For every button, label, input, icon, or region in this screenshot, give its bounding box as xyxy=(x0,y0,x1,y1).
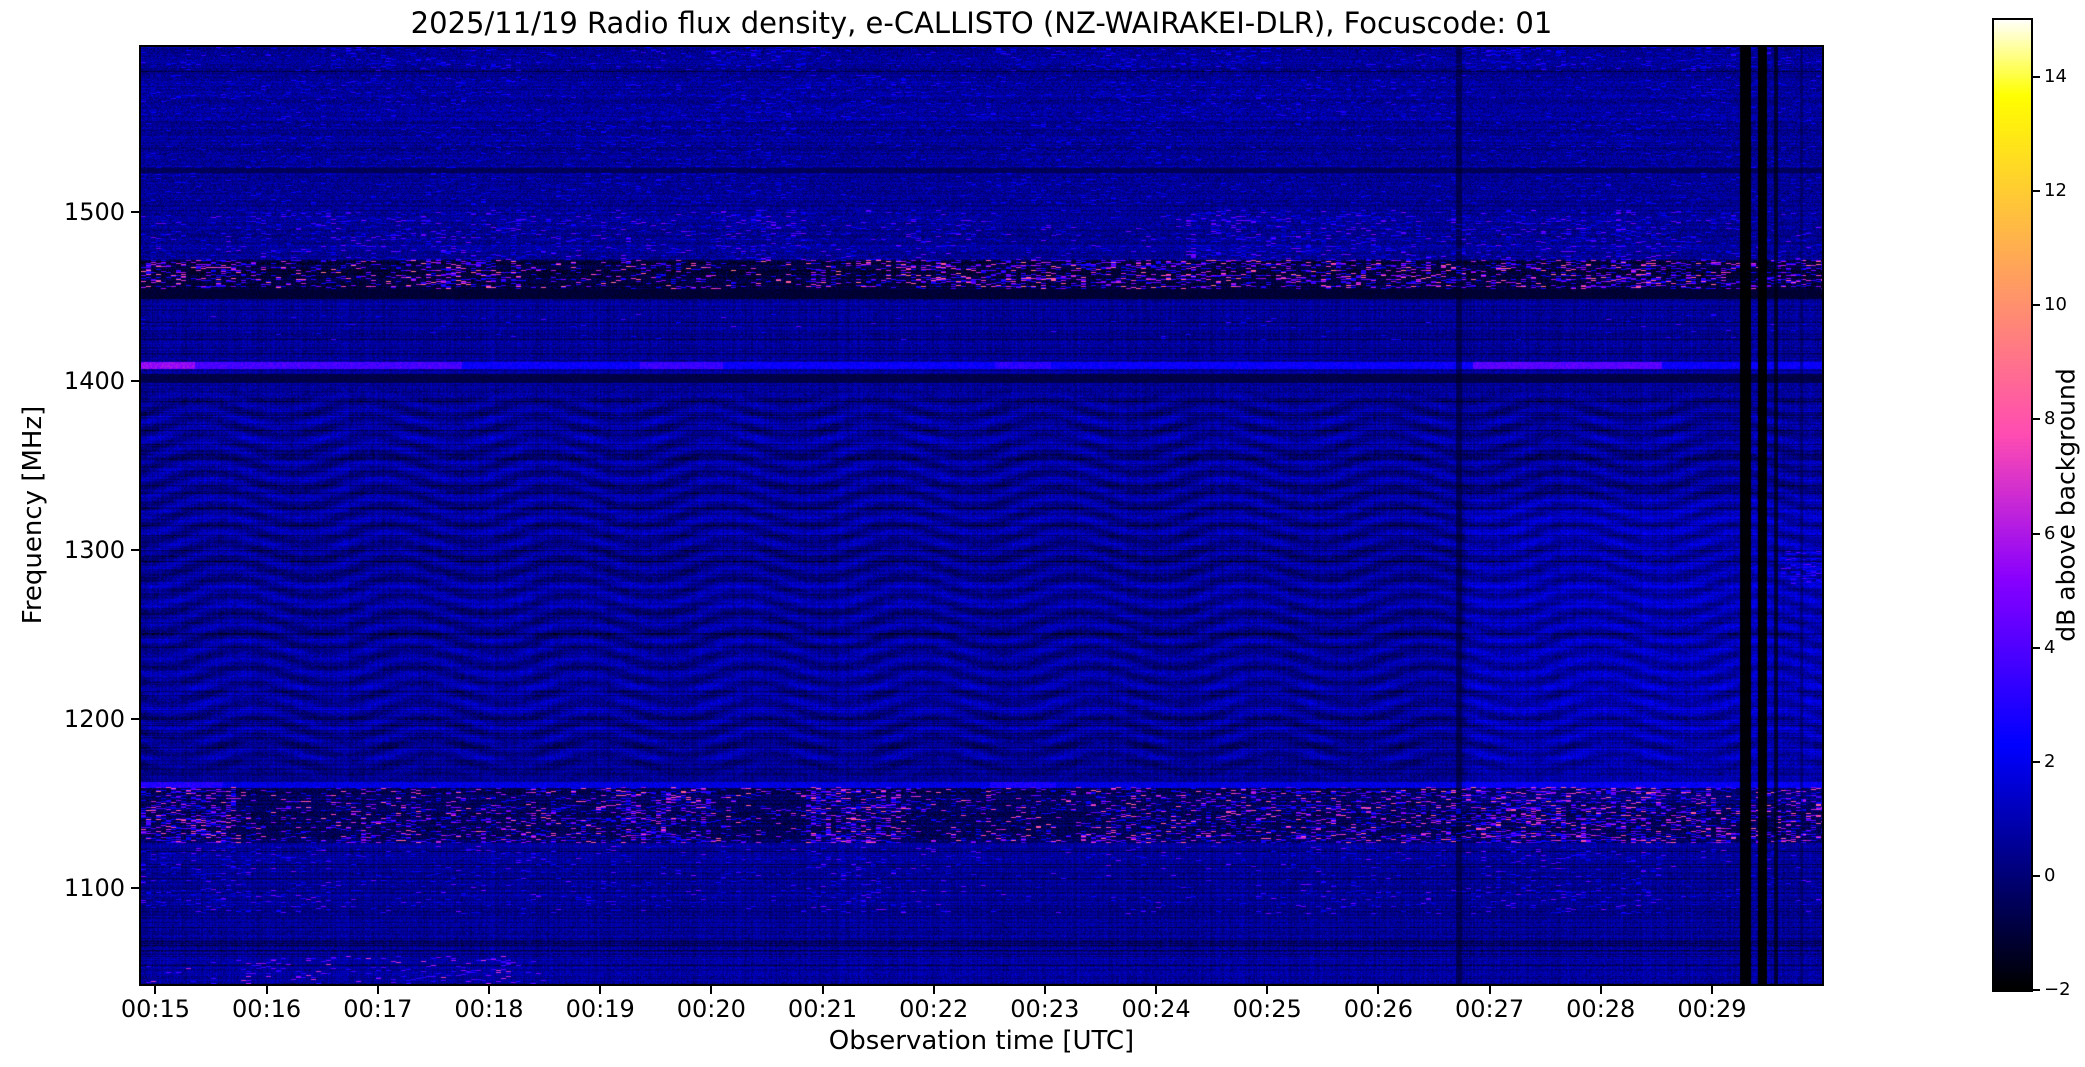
colorbar-tick-mark xyxy=(2033,304,2040,307)
x-tick-mark xyxy=(1155,986,1158,994)
y-tick-label: 1300 xyxy=(63,536,125,565)
y-tick-label: 1500 xyxy=(63,198,125,227)
x-tick-label: 00:19 xyxy=(565,995,635,1023)
colorbar-tick-mark xyxy=(2033,989,2040,991)
colorbar xyxy=(1992,18,2033,992)
chart-title: 2025/11/19 Radio flux density, e-CALLIST… xyxy=(410,6,1553,40)
x-tick-label: 00:23 xyxy=(1010,995,1080,1023)
colorbar-tick-label: 6 xyxy=(2044,522,2056,544)
x-tick-label: 00:28 xyxy=(1566,995,1636,1023)
x-tick-label: 00:26 xyxy=(1343,995,1413,1023)
y-tick-mark xyxy=(131,211,139,214)
plot-area xyxy=(139,45,1824,986)
y-tick-mark xyxy=(131,380,139,383)
spectrogram-canvas xyxy=(141,47,1822,984)
x-tick-mark xyxy=(710,986,713,994)
x-tick-mark xyxy=(487,986,490,994)
colorbar-tick-mark xyxy=(2033,418,2040,421)
colorbar-tick-label: 2 xyxy=(2044,750,2056,772)
colorbar-tick-label: −2 xyxy=(2044,979,2071,1000)
y-tick-label: 1400 xyxy=(63,367,125,396)
x-tick-mark xyxy=(265,986,268,994)
y-tick-label: 1200 xyxy=(63,704,125,733)
x-tick-label: 00:27 xyxy=(1454,995,1525,1023)
x-tick-mark xyxy=(1710,986,1713,994)
colorbar-tick-mark xyxy=(2033,190,2040,193)
x-tick-mark xyxy=(1599,986,1602,994)
colorbar-gradient-canvas xyxy=(1994,20,2031,990)
colorbar-tick-label: 8 xyxy=(2044,408,2056,430)
colorbar-tick-label: 14 xyxy=(2044,66,2067,88)
colorbar-tick-mark xyxy=(2033,874,2040,877)
colorbar-tick-mark xyxy=(2033,76,2040,79)
x-tick-mark xyxy=(932,986,935,994)
colorbar-tick-mark xyxy=(2033,760,2040,763)
x-tick-label: 00:21 xyxy=(787,995,858,1023)
colorbar-tick-label: 12 xyxy=(2044,180,2067,202)
x-tick-mark xyxy=(821,986,824,994)
x-tick-label: 00:29 xyxy=(1677,995,1747,1023)
x-tick-label: 00:15 xyxy=(120,995,191,1023)
y-tick-mark xyxy=(131,717,139,720)
x-tick-mark xyxy=(1488,986,1491,994)
x-tick-label: 00:25 xyxy=(1232,995,1302,1023)
colorbar-tick-label: 0 xyxy=(2044,864,2056,886)
y-tick-label: 1100 xyxy=(63,873,125,902)
x-tick-mark xyxy=(376,986,379,994)
y-tick-mark xyxy=(131,549,139,552)
colorbar-tick-label: 4 xyxy=(2044,636,2056,658)
x-tick-mark xyxy=(154,986,157,994)
colorbar-tick-mark xyxy=(2033,646,2040,649)
x-tick-mark xyxy=(599,986,602,994)
x-tick-label: 00:22 xyxy=(899,995,969,1023)
y-tick-mark xyxy=(131,886,139,889)
y-axis-label: Frequency [MHz] xyxy=(18,405,48,625)
x-tick-mark xyxy=(1266,986,1269,994)
x-tick-label: 00:18 xyxy=(454,995,524,1023)
x-tick-label: 00:17 xyxy=(343,995,413,1023)
x-tick-label: 00:20 xyxy=(676,995,746,1023)
colorbar-tick-label: 10 xyxy=(2044,294,2067,316)
x-tick-mark xyxy=(1043,986,1046,994)
colorbar-tick-mark xyxy=(2033,532,2040,535)
x-tick-label: 00:24 xyxy=(1121,995,1191,1023)
x-axis-label: Observation time [UTC] xyxy=(828,1026,1135,1056)
x-tick-mark xyxy=(1377,986,1380,994)
x-tick-label: 00:16 xyxy=(232,995,302,1023)
